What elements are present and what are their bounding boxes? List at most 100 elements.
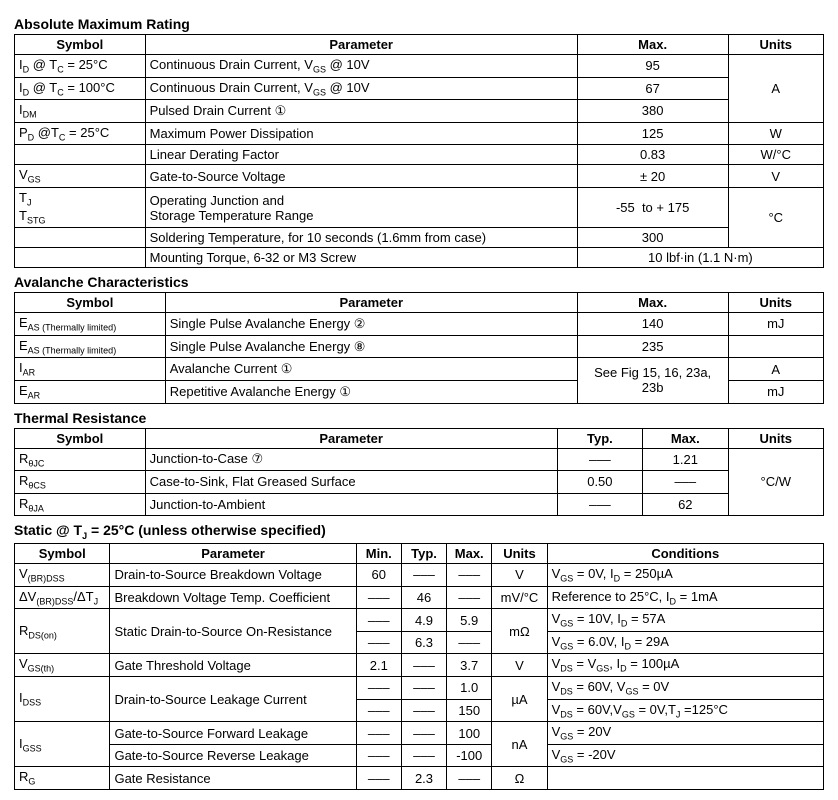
units-cell: A [728,55,824,123]
av-table: SymbolParameterMax.Units EAS (Thermally l… [14,292,824,403]
param-cell: Case-to-Sink, Flat Greased Surface [145,471,557,494]
cond-cell: VGS = -20V [547,744,823,767]
max-cell: 150 [447,699,492,722]
max-cell: 95 [577,55,728,78]
col-header: Min. [356,544,401,564]
param-cell: Pulsed Drain Current ① [145,100,577,123]
typ-cell: ––– [401,744,446,767]
max-cell: 67 [577,77,728,100]
max-cell: 125 [577,122,728,145]
max-cell: -100 [447,744,492,767]
col-header: Conditions [547,544,823,564]
units-cell: mV/°C [492,586,547,609]
symbol-cell: IDSS [15,677,110,722]
col-header: Typ. [401,544,446,564]
units-cell: W/°C [728,145,824,165]
min-cell: ––– [356,609,401,632]
col-header: Symbol [15,35,146,55]
typ-cell: 6.3 [401,631,446,654]
param-cell: Junction-to-Ambient [145,493,557,516]
static-title: Static @ TJ = 25°C (unless otherwise spe… [14,522,824,541]
typ-cell: 0.50 [557,471,642,494]
col-header: Parameter [165,293,577,313]
col-header: Parameter [110,544,356,564]
min-cell: ––– [356,677,401,700]
cond-cell: VGS = 6.0V, ID = 29A [547,631,823,654]
symbol-cell: VGS [15,165,146,188]
max-cell: See Fig 15, 16, 23a, 23b [577,358,728,403]
col-header: Symbol [15,293,166,313]
param-cell: Continuous Drain Current, VGS @ 10V [145,55,577,78]
typ-cell: ––– [401,654,446,677]
units-cell [728,335,824,358]
typ-cell: ––– [401,677,446,700]
cond-cell: VDS = 60V, VGS = 0V [547,677,823,700]
param-cell: Repetitive Avalanche Energy ① [165,380,577,403]
max-cell: 380 [577,100,728,123]
max-cell: 1.21 [643,448,728,471]
symbol-cell: RDS(on) [15,609,110,654]
param-cell: Gate Resistance [110,767,356,790]
units-cell: µA [492,677,547,722]
param-cell: Static Drain-to-Source On-Resistance [110,609,356,654]
symbol-cell: RθJA [15,493,146,516]
max-cell: ––– [447,586,492,609]
param-cell: Drain-to-Source Breakdown Voltage [110,564,356,587]
col-header: Max. [577,293,728,313]
symbol-cell: IGSS [15,722,110,767]
col-header: Max. [447,544,492,564]
symbol-cell: EAS (Thermally limited) [15,313,166,336]
max-cell: 0.83 [577,145,728,165]
param-cell: Breakdown Voltage Temp. Coefficient [110,586,356,609]
min-cell: 60 [356,564,401,587]
amr-title: Absolute Maximum Rating [14,16,824,32]
units-cell: Ω [492,767,547,790]
param-cell: Junction-to-Case ⑦ [145,448,557,471]
typ-cell: 2.3 [401,767,446,790]
min-cell: 2.1 [356,654,401,677]
max-cell: 10 lbf·in (1.1 N·m) [577,248,823,268]
max-cell: ––– [447,767,492,790]
cond-cell [547,767,823,790]
max-cell: ––– [447,564,492,587]
col-header: Symbol [15,428,146,448]
symbol-cell: V(BR)DSS [15,564,110,587]
units-cell: V [728,165,824,188]
min-cell: ––– [356,586,401,609]
col-header: Units [492,544,547,564]
amr-table: SymbolParameterMax.UnitsID @ TC = 25°CCo… [14,34,824,268]
min-cell: ––– [356,767,401,790]
max-cell: 5.9 [447,609,492,632]
col-header: Units [728,293,824,313]
param-cell: Gate-to-Source Reverse Leakage [110,744,356,767]
cond-cell: VGS = 20V [547,722,823,745]
param-cell: Operating Junction andStorage Temperatur… [145,187,577,227]
units-cell: V [492,564,547,587]
param-cell: Gate-to-Source Voltage [145,165,577,188]
units-cell: mJ [728,380,824,403]
symbol-cell [15,248,146,268]
symbol-cell: PD @TC = 25°C [15,122,146,145]
param-cell: Single Pulse Avalanche Energy ② [165,313,577,336]
col-header: Max. [643,428,728,448]
symbol-cell [15,228,146,248]
symbol-cell: RθJC [15,448,146,471]
static-table: SymbolParameterMin.Typ.Max.UnitsConditio… [14,543,824,790]
symbol-cell: VGS(th) [15,654,110,677]
param-cell: Linear Derating Factor [145,145,577,165]
max-cell: 300 [577,228,728,248]
param-cell: Continuous Drain Current, VGS @ 10V [145,77,577,100]
typ-cell: ––– [401,564,446,587]
min-cell: ––– [356,722,401,745]
units-cell: °C/W [728,448,823,516]
symbol-cell: RθCS [15,471,146,494]
units-cell: A [728,358,824,381]
max-cell: 62 [643,493,728,516]
param-cell: Mounting Torque, 6-32 or M3 Screw [145,248,577,268]
min-cell: ––– [356,631,401,654]
param-cell: Maximum Power Dissipation [145,122,577,145]
symbol-cell [15,145,146,165]
symbol-cell: TJTSTG [15,187,146,227]
max-cell: 235 [577,335,728,358]
param-cell: Soldering Temperature, for 10 seconds (1… [145,228,577,248]
